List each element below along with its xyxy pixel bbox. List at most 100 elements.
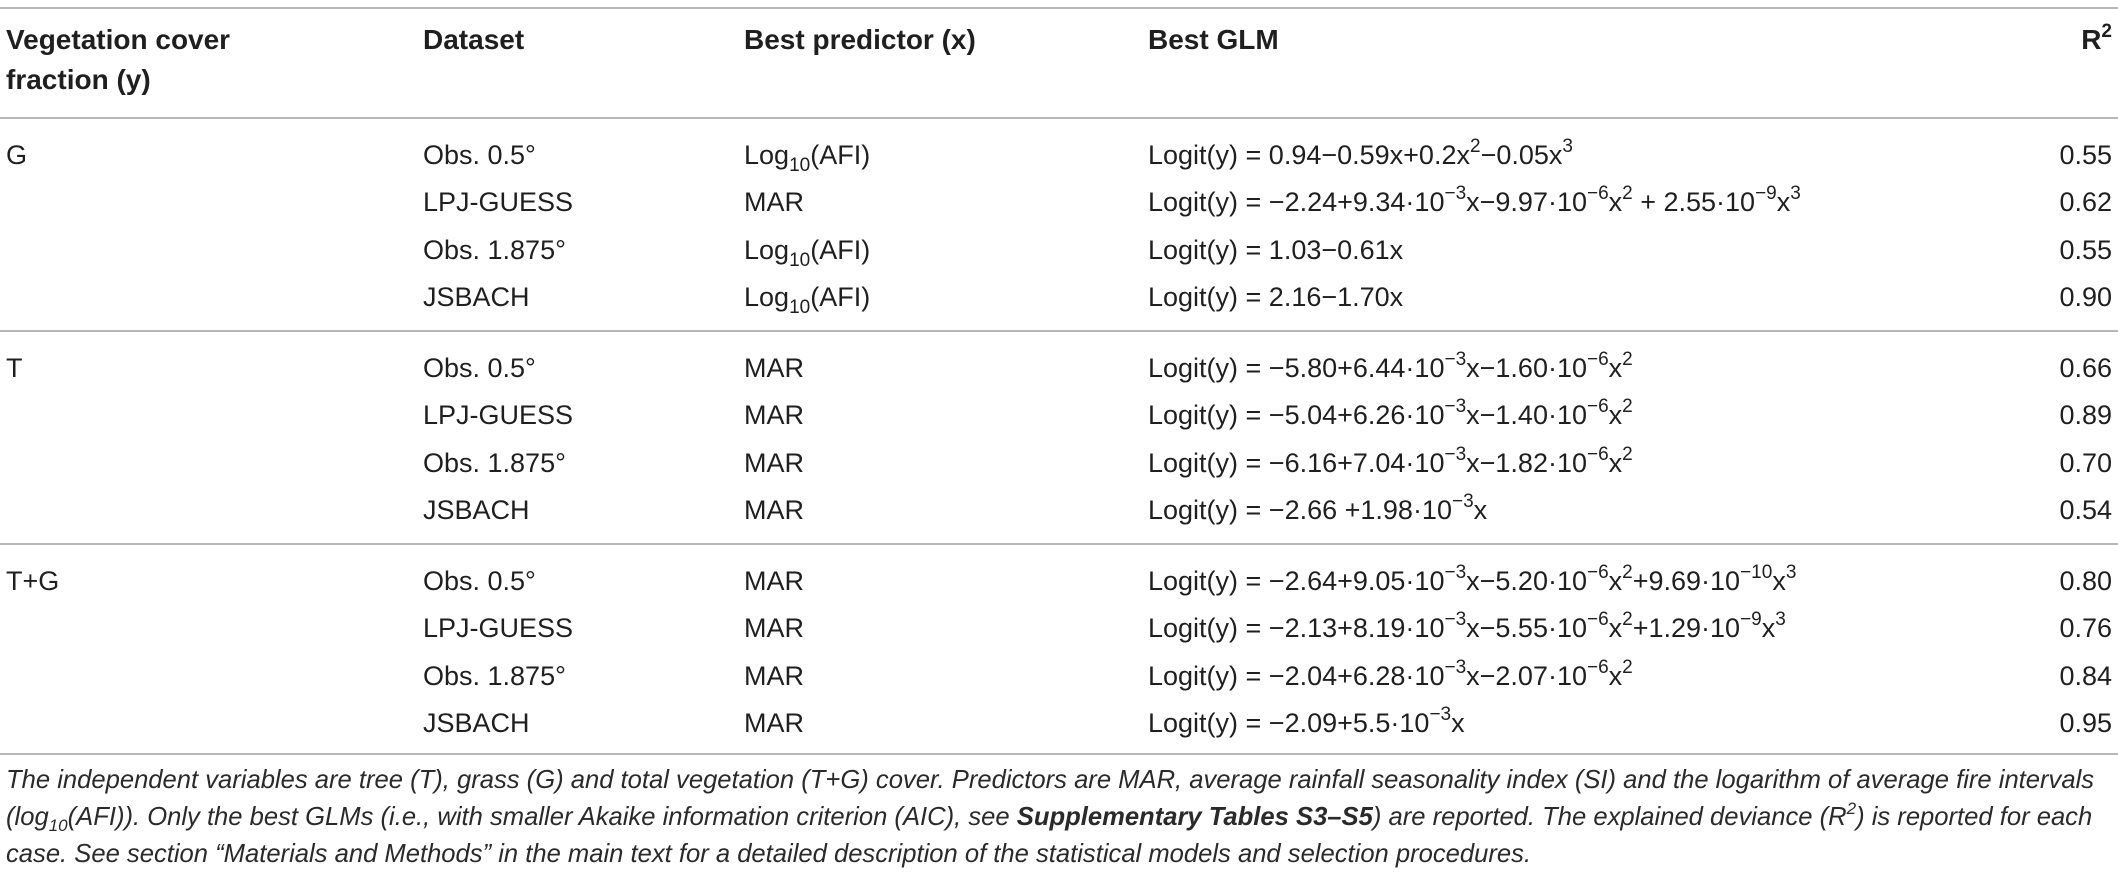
dataset-cell: Obs. 0.5°: [423, 140, 536, 170]
glm-segment: 3: [1785, 562, 1797, 583]
predictor-cell: Log10(AFI): [744, 137, 871, 176]
footnote-segment: (AFI)). Only the best GLMs (i.e., with s…: [67, 803, 1017, 831]
glm-segment: x: [1473, 495, 1488, 526]
glm-segment: x−9.97·10: [1466, 187, 1587, 218]
glm-segment: 2: [1622, 656, 1633, 678]
glm-segment: Logit(y) = 0.94−0.59x+0.2x: [1148, 140, 1470, 170]
glm-segment: 2: [1622, 183, 1633, 205]
dataset-cell: Obs. 0.5°: [423, 353, 536, 383]
predictor-segment: (AFI): [810, 282, 871, 313]
glm-equation-cell: Logit(y) = −5.80+6.44·10−3x−1.60·10−6x2: [1148, 350, 1633, 386]
dataset-cell: Obs. 0.5°: [423, 566, 536, 596]
predictor-cell: Log10(AFI): [744, 279, 871, 319]
header-dataset: Dataset: [423, 24, 525, 55]
glm-segment: x: [1608, 566, 1623, 596]
r-squared-cell: 0.80: [2059, 566, 2112, 596]
glm-segment: −3: [1444, 656, 1467, 678]
glm-equation-cell: Logit(y) = −2.66 +1.98·10−3x: [1148, 492, 1487, 528]
predictor-segment: Log: [744, 282, 790, 313]
predictor-cell: MAR: [744, 397, 804, 433]
r-squared-cell: 0.90: [2059, 282, 2112, 313]
glm-segment: Logit(y) = −2.24+9.34·10: [1148, 187, 1445, 218]
predictor-segment: Log: [744, 234, 790, 265]
glm-segment: −6: [1586, 609, 1609, 631]
header-best-predictor: Best predictor (x): [744, 24, 976, 55]
predictor-segment: (AFI): [810, 140, 871, 170]
glm-segment: x−1.82·10: [1466, 447, 1587, 478]
glm-segment: −10: [1740, 562, 1773, 583]
glm-segment: −6: [1586, 656, 1609, 678]
glm-segment: x: [1772, 566, 1786, 596]
group-label: T: [6, 353, 23, 383]
dataset-cell: LPJ-GUESS: [423, 613, 574, 644]
predictor-cell: MAR: [744, 350, 804, 386]
glm-segment: Logit(y) = −2.13+8.19·10: [1148, 613, 1445, 644]
glm-segment: 2: [1622, 562, 1633, 583]
glm-segment: Logit(y) = 1.03−0.61x: [1148, 234, 1404, 265]
dataset-cell: Obs. 1.875°: [423, 234, 566, 265]
predictor-segment: MAR: [744, 566, 804, 596]
predictor-cell: MAR: [744, 658, 804, 694]
predictor-cell: Log10(AFI): [744, 232, 871, 270]
glm-segment: x−5.20·10: [1466, 566, 1587, 596]
predictor-cell: MAR: [744, 563, 804, 599]
glm-segment: −3: [1444, 183, 1467, 205]
glm-segment: −6: [1586, 443, 1609, 465]
glm-segment: Logit(y) = 2.16−1.70x: [1148, 282, 1404, 313]
glm-segment: −3: [1444, 396, 1467, 418]
dataset-cell: JSBACH: [423, 495, 530, 526]
r-squared-cell: 0.84: [2059, 660, 2112, 691]
glm-equation-cell: Logit(y) = −2.09+5.5·10−3x: [1148, 705, 1465, 741]
glm-segment: 2: [1622, 396, 1633, 418]
predictor-cell: MAR: [744, 705, 804, 741]
predictor-segment: MAR: [744, 353, 804, 383]
glm-segment: −0.05x: [1480, 140, 1563, 170]
glm-segment: x: [1608, 400, 1623, 431]
predictor-segment: 10: [789, 155, 811, 176]
glm-segment: 3: [1562, 136, 1573, 157]
glm-segment: 2: [1622, 349, 1633, 370]
glm-segment: Logit(y) = −2.66 +1.98·10: [1148, 495, 1452, 526]
r-squared-cell: 0.70: [2059, 447, 2112, 478]
r-squared-cell: 0.66: [2059, 353, 2112, 383]
group-label: T+G: [6, 566, 60, 596]
glm-segment: x: [1608, 187, 1623, 218]
glm-equation-cell: Logit(y) = −2.24+9.34·10−3x−9.97·10−6x2 …: [1148, 184, 1801, 220]
predictor-segment: (AFI): [810, 234, 871, 265]
glm-segment: −3: [1444, 349, 1467, 370]
footnote-segment: ) is reported for each case. See section…: [6, 803, 2093, 868]
header-best-glm: Best GLM: [1148, 24, 1279, 55]
header-r2-base: R: [2081, 24, 2102, 55]
glm-segment: Logit(y) = −5.80+6.44·10: [1148, 353, 1445, 383]
footnote-segment: ) are reported. The explained deviance (…: [1372, 803, 1847, 831]
r-squared-cell: 0.55: [2059, 140, 2112, 170]
r-squared-cell: 0.89: [2059, 400, 2112, 431]
group-label: G: [6, 140, 28, 170]
dataset-cell: LPJ-GUESS: [423, 187, 574, 218]
header-r2-sup: 2: [2101, 21, 2112, 42]
glm-segment: −6: [1586, 562, 1609, 583]
glm-segment: −6: [1586, 349, 1609, 370]
header-vegetation-cover-fraction: Vegetation cover fraction (y): [6, 20, 336, 100]
predictor-cell: MAR: [744, 445, 804, 481]
dataset-cell: Obs. 1.875°: [423, 447, 566, 478]
dataset-cell: Obs. 1.875°: [423, 660, 566, 691]
header-bottom-rule: [0, 117, 2118, 119]
glm-segment: x: [1761, 613, 1776, 644]
glm-segment: x: [1608, 353, 1623, 383]
r-squared-cell: 0.62: [2059, 187, 2112, 218]
predictor-segment: 10: [789, 297, 811, 319]
glm-segment: 2: [1622, 609, 1633, 631]
glm-segment: x−1.40·10: [1466, 400, 1587, 431]
glm-segment: 2: [1469, 136, 1481, 157]
glm-segment: x−5.55·10: [1466, 613, 1587, 644]
glm-equation-cell: Logit(y) = 1.03−0.61x: [1148, 232, 1403, 268]
glm-equation-cell: Logit(y) = −2.04+6.28·10−3x−2.07·10−6x2: [1148, 658, 1633, 694]
glm-segment: −6: [1586, 396, 1609, 418]
footnote-segment: 10: [48, 816, 68, 835]
glm-segment: Logit(y) = −5.04+6.26·10: [1148, 400, 1445, 431]
glm-segment: x: [1451, 708, 1465, 739]
dataset-cell: LPJ-GUESS: [423, 400, 574, 431]
glm-segment: −3: [1429, 704, 1452, 726]
